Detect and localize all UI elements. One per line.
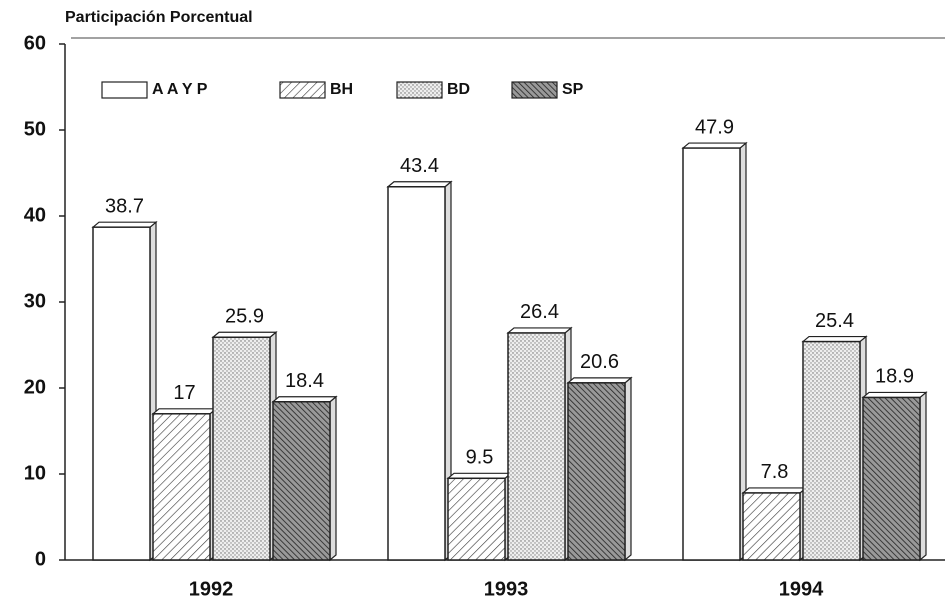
bar [447, 477, 506, 561]
bar [742, 492, 801, 561]
bar-top [386, 181, 453, 188]
bar-side [624, 376, 632, 562]
bar [802, 340, 861, 561]
data-label: 43.4 [400, 155, 439, 177]
data-label: 17 [173, 382, 195, 404]
bar [272, 401, 331, 561]
x-tick-label: 1993 [484, 578, 529, 600]
data-label: 7.8 [761, 461, 789, 483]
y-tick-label: 0 [35, 548, 46, 570]
y-tick-label: 50 [24, 118, 46, 140]
y-tick-label: 30 [24, 290, 46, 312]
legend-label: SP [562, 81, 584, 98]
y-tick-label: 60 [24, 32, 46, 54]
data-label: 18.9 [875, 366, 914, 388]
legend-swatch [511, 81, 558, 99]
y-tick-label: 10 [24, 462, 46, 484]
legend-swatch [279, 81, 326, 99]
legend-swatch [101, 81, 148, 99]
data-label: 26.4 [520, 301, 559, 323]
legend-label: BD [447, 81, 470, 98]
data-label: 18.4 [285, 370, 324, 392]
y-tick-label: 20 [24, 376, 46, 398]
bar [507, 332, 566, 561]
data-label: 25.4 [815, 310, 854, 332]
bar [212, 336, 271, 561]
data-label: 20.6 [580, 351, 619, 373]
bar [567, 382, 626, 561]
bar-side [919, 391, 927, 562]
data-label: 25.9 [225, 306, 264, 328]
bar [387, 186, 446, 561]
legend-label: A A Y P [152, 81, 208, 98]
y-tick-label: 40 [24, 204, 46, 226]
legend-label: BH [330, 81, 353, 98]
bar [152, 413, 211, 561]
y-axis-title: Participación Porcentual [65, 9, 253, 26]
bar-top [151, 408, 218, 415]
bar-top [741, 487, 808, 494]
x-tick-label: 1992 [189, 578, 234, 600]
data-label: 9.5 [466, 447, 494, 469]
legend-swatch [396, 81, 443, 99]
bar [92, 226, 151, 561]
bar [682, 147, 741, 561]
bar-side [329, 395, 337, 562]
x-tick-label: 1994 [779, 578, 824, 600]
data-label: 47.9 [695, 116, 734, 138]
data-label: 38.7 [105, 195, 144, 217]
bar [862, 396, 921, 561]
